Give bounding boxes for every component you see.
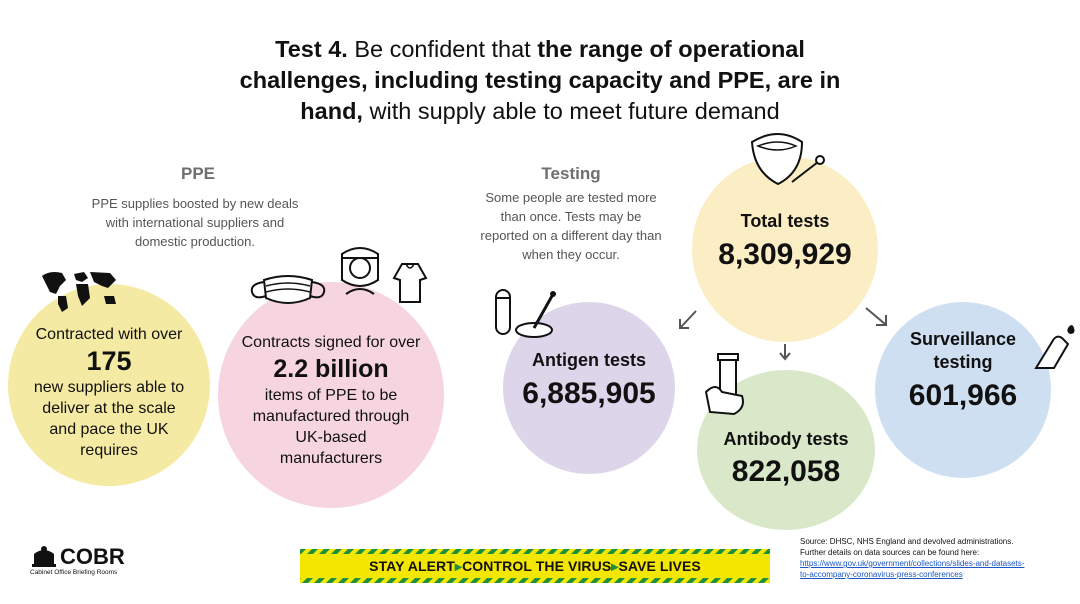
surveillance-testing-text: Surveillance testing 601,966 [908, 329, 1018, 412]
page-title: Test 4. Be confident that the range of o… [0, 34, 1080, 127]
cobr-logo-text: COBR [60, 544, 125, 569]
testing-heading: Testing [541, 164, 601, 183]
arrow-down-right-icon [865, 307, 887, 326]
stay-alert-banner: STAY ALERT▸CONTROL THE VIRUS▸SAVE LIVES [300, 549, 770, 583]
banner-stripes [300, 549, 770, 583]
banner-chevron-icon: ▸ [611, 558, 619, 574]
finger-prick-icon [1034, 325, 1075, 369]
test-tube-icon [495, 289, 511, 335]
suppliers-text: Contracted with over 175 new suppliers a… [33, 326, 185, 459]
mouth-swab-icon [750, 133, 825, 186]
banner-text: STAY ALERT▸CONTROL THE VIRUS▸SAVE LIVES [369, 558, 701, 574]
arrow-down-icon [779, 344, 791, 361]
surveillance-testing-circle [875, 302, 1051, 478]
antibody-tests-text: Antibody tests 822,058 [723, 429, 849, 488]
source-note: Source: DHSC, NHS England and devolved a… [800, 537, 1025, 579]
ppe-heading: PPE [180, 164, 216, 183]
petri-dish-icon [515, 291, 556, 338]
total-tests-circle [692, 156, 878, 342]
total-tests-text: Total tests 8,309,929 [718, 211, 852, 271]
gown-icon [392, 263, 428, 303]
title-line-1: Test 4. Be confident that the range of o… [275, 36, 805, 62]
royal-crest-icon [32, 546, 56, 567]
face-shield-icon [341, 247, 379, 295]
world-map-icon [42, 272, 116, 312]
banner-chevron-icon: ▸ [454, 558, 463, 574]
source-link[interactable]: https://www.gov.uk/government/collection… [800, 559, 1025, 579]
face-mask-icon [250, 275, 326, 304]
antigen-tests-text: Antigen tests 6,885,905 [522, 350, 656, 410]
contracts-text: Contracts signed for over 2.2 billion it… [241, 334, 421, 467]
arrow-down-left-icon [679, 310, 697, 329]
antibody-vial-icon [704, 353, 744, 416]
title-line-2: challenges, including testing capacity a… [239, 67, 841, 93]
suppliers-circle [8, 284, 210, 486]
testing-note: Some people are tested more than once. Te… [480, 190, 662, 262]
contracts-circle [218, 282, 444, 508]
cobr-logo-subtitle: Cabinet Office Briefing Rooms [30, 569, 118, 576]
ppe-note: PPE supplies boosted by new deals with in… [91, 196, 299, 249]
title-line-3: hand, with supply able to meet future de… [300, 98, 780, 124]
